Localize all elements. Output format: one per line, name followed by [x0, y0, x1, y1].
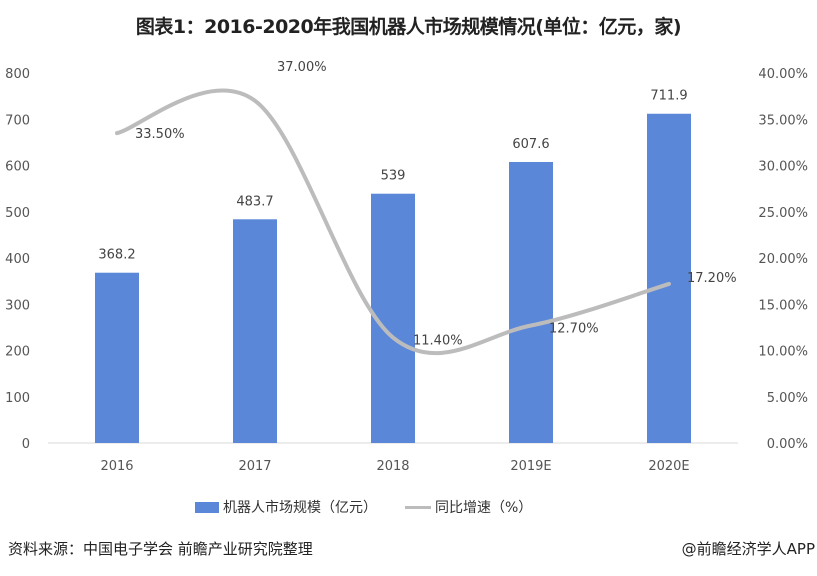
y-right-tick-label: 30.00% [758, 160, 808, 175]
x-tick-label: 2018 [376, 459, 409, 474]
y-right-tick-label: 25.00% [758, 206, 808, 221]
bar [95, 272, 139, 443]
bar-data-label: 483.7 [236, 194, 273, 209]
line-data-label: 37.00% [277, 60, 327, 75]
y-left-tick-label: 0 [22, 437, 30, 452]
chart-title: 图表1：2016-2020年我国机器人市场规模情况(单位：亿元，家) [135, 16, 682, 38]
y-left-tick-label: 600 [5, 160, 30, 175]
x-tick-label: 2019E [510, 459, 551, 474]
y-right-tick-label: 35.00% [758, 113, 808, 128]
y-right-tick-label: 5.00% [767, 391, 808, 406]
line-data-label: 12.70% [549, 322, 599, 337]
bar [233, 219, 277, 443]
legend-swatch-line [405, 505, 431, 509]
y-left-tick-label: 800 [5, 67, 30, 82]
y-right-tick-label: 15.00% [758, 298, 808, 313]
line-data-label: 17.20% [687, 271, 737, 286]
line-data-label: 11.40% [413, 334, 463, 349]
source-note: 资料来源：中国电子学会 前瞻产业研究院整理 [8, 540, 313, 558]
y-left-tick-label: 300 [5, 298, 30, 313]
y-right-tick-label: 0.00% [767, 437, 808, 452]
legend: 机器人市场规模（亿元） 同比增速（%） [195, 497, 532, 517]
y-left-tick-label: 700 [5, 113, 30, 128]
y-left-tick-label: 100 [5, 391, 30, 406]
growth-line [115, 88, 671, 356]
credit-note: @前瞻经济学人APP [681, 540, 815, 558]
legend-swatch-bar [195, 501, 219, 513]
legend-label-bar: 机器人市场规模（亿元） [223, 500, 377, 516]
x-tick-label: 2016 [100, 459, 133, 474]
x-tick-label: 2017 [238, 459, 271, 474]
bar [647, 113, 691, 443]
bar [509, 161, 553, 444]
y-left-tick-label: 500 [5, 206, 30, 221]
y-left-tick-label: 200 [5, 345, 30, 360]
bar-data-label: 711.9 [650, 89, 687, 104]
bar-data-label: 368.2 [98, 248, 135, 263]
x-tick-label: 2020E [648, 459, 689, 474]
y-left-tick-label: 400 [5, 252, 30, 267]
y-right-tick-label: 40.00% [758, 67, 808, 82]
bar-data-label: 539 [381, 169, 406, 184]
chart-plot: 0 100 200 300 400 500 600 700 800 0.00% 5.00% 10.00… [5, 60, 808, 474]
y-right-tick-label: 10.00% [758, 345, 808, 360]
legend-label-line: 同比增速（%） [435, 500, 533, 516]
y-right-tick-label: 20.00% [758, 252, 808, 267]
line-data-label: 33.50% [135, 127, 185, 142]
bar-data-label: 607.6 [512, 137, 549, 152]
